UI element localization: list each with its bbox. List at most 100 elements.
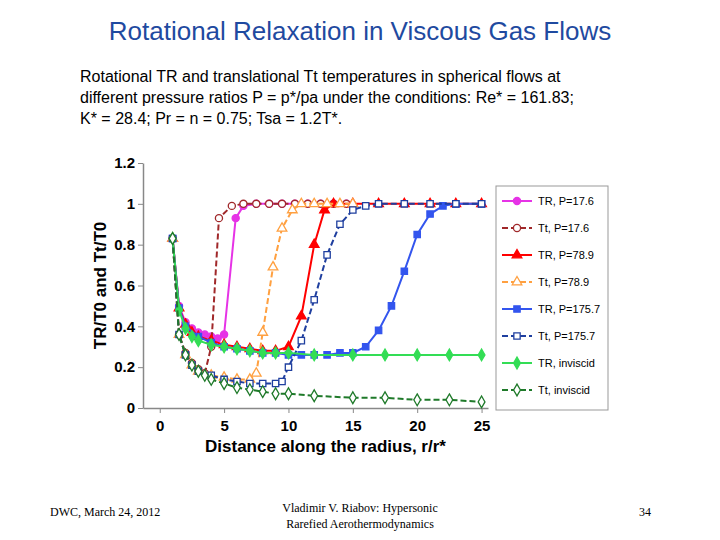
y-tick-label: 0.2 [114,358,135,375]
y-tick: 0.2 [114,358,143,375]
x-tick: 0 [156,408,164,434]
series-marker [400,198,410,206]
series-line [173,204,482,351]
x-tick-mark [160,408,161,413]
y-tick-label: 0 [127,399,135,416]
series-marker [309,239,319,247]
series-marker [478,201,484,207]
footer-left: DWC, March 24, 2012 [50,505,160,519]
legend-label: Tt, inviscid [538,384,590,396]
series-marker [221,378,228,390]
legend-marker [513,224,520,231]
series-marker [297,198,307,206]
legend-marker [514,357,521,369]
series-line [173,204,482,384]
series-marker [189,359,196,371]
series-marker [446,394,453,406]
series-marker [278,200,285,207]
x-axis: 0 5 10 15 20 25 [144,408,491,434]
series-marker [348,198,358,206]
series-marker [478,201,484,207]
series-marker [285,364,291,370]
series-marker [253,200,260,207]
series-marker [446,349,453,361]
series-marker [388,303,394,309]
series-marker [208,339,215,351]
series-marker [169,233,176,245]
x-tick-mark [224,408,225,413]
series-marker [285,388,292,400]
series-marker [259,386,266,398]
series-marker [453,201,459,207]
y-tick-mark [138,326,143,327]
x-tick-label: 10 [281,417,298,434]
series-marker [349,349,356,361]
series-marker [176,329,183,341]
y-tick-mark [138,367,143,368]
x-tick: 15 [345,408,362,434]
x-tick-mark [353,408,354,413]
series-marker [298,337,304,343]
x-tick-label: 20 [409,417,426,434]
x-tick: 5 [220,408,228,434]
y-tick: 1.2 [114,154,143,171]
legend-box [496,186,608,410]
series-marker [363,344,369,350]
series-marker [288,204,298,212]
series-marker [182,322,189,334]
series-marker [208,374,215,386]
series-marker [215,215,222,222]
series-marker [348,198,358,206]
footer-center: Rarefied Aerothermodynamics [286,517,434,531]
x-tick: 10 [281,408,298,434]
series-marker [478,396,485,408]
series-marker [234,382,241,394]
legend-marker [514,306,520,312]
legend-marker [512,249,522,257]
series-marker [477,198,487,206]
legend-label: TR, P=175.7 [538,303,600,315]
y-tick-mark [138,204,143,205]
y-tick-mark [138,408,143,409]
series-marker [349,392,356,404]
y-axis: 00.20.40.60.811.2 [114,154,143,416]
series-marker [375,327,381,333]
series-marker [182,349,189,361]
x-axis-line [144,408,489,410]
x-axis-title: Distance along the radius, r/r* [205,437,446,456]
series-marker [324,252,330,258]
series-marker [232,215,239,222]
series-marker [478,349,485,361]
series-marker [427,211,433,217]
x-tick-label: 15 [345,417,362,434]
series-marker [240,200,247,207]
series-marker [221,331,228,338]
series-marker [279,378,285,384]
series-marker [322,198,332,206]
series-marker [246,345,253,357]
series-marker [311,349,318,361]
legend-label: Tt, P=78.9 [538,276,589,288]
legend-label: Tt, P=175.7 [538,330,595,342]
series-marker [251,368,261,376]
series-marker [401,268,407,274]
series-marker [268,262,278,270]
series-marker [285,347,292,359]
series-marker [311,390,318,402]
y-tick-label: 1.2 [114,154,135,171]
series-marker [266,200,273,207]
footer-center: Vladimir V. Riabov: Hypersonic [282,501,438,515]
title: Rotational Relaxation in Viscous Gas Flo… [109,16,611,46]
legend: TR, P=17.6Tt, P=17.6TR, P=78.9Tt, P=78.9… [496,186,608,410]
legend-label: TR, P=78.9 [538,249,594,261]
x-tick: 25 [474,408,491,434]
series-marker [195,335,202,347]
subtitle-line: Rotational TR and translational Tt tempe… [80,68,561,85]
series-marker [272,388,279,400]
series-marker [414,231,420,237]
y-axis-title: TR/T0 and Tt/T0 [91,222,110,350]
series-marker [266,200,273,207]
x-tick-label: 25 [474,417,491,434]
plot [168,198,487,407]
series-marker [337,221,343,227]
